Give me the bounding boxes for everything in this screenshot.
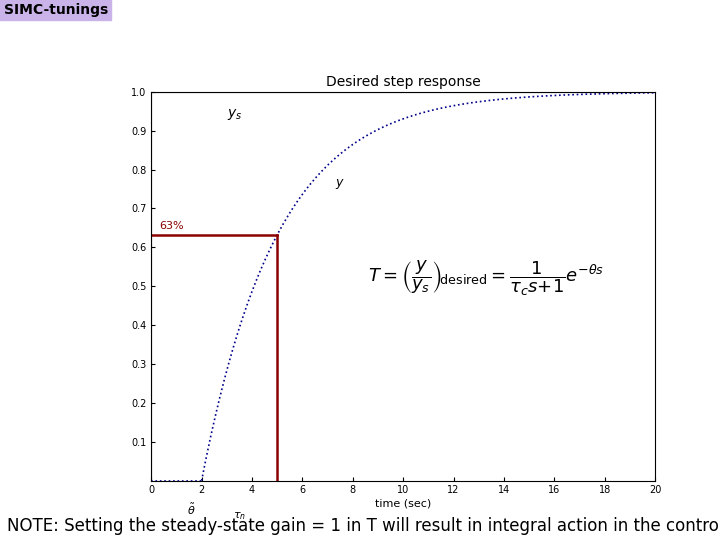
Text: 63%: 63% [158,221,184,231]
Title: Desired step response: Desired step response [326,75,480,89]
X-axis label: time (sec): time (sec) [375,498,431,508]
Text: NOTE: Setting the steady-state gain = 1 in T will result in integral action in t: NOTE: Setting the steady-state gain = 1 … [7,517,720,535]
Text: $\tau_n$: $\tau_n$ [233,510,246,522]
Text: SIMC-tunings: SIMC-tunings [4,3,108,17]
Text: $\tilde{\theta}$: $\tilde{\theta}$ [187,502,196,517]
Text: $y$: $y$ [335,177,345,191]
Text: $T=\left(\dfrac{y}{y_s}\right)_{\!\rm desired}=\dfrac{1}{\tau_c s{+}1}e^{-\theta: $T=\left(\dfrac{y}{y_s}\right)_{\!\rm de… [368,259,604,298]
Text: $y_s$: $y_s$ [227,107,242,123]
